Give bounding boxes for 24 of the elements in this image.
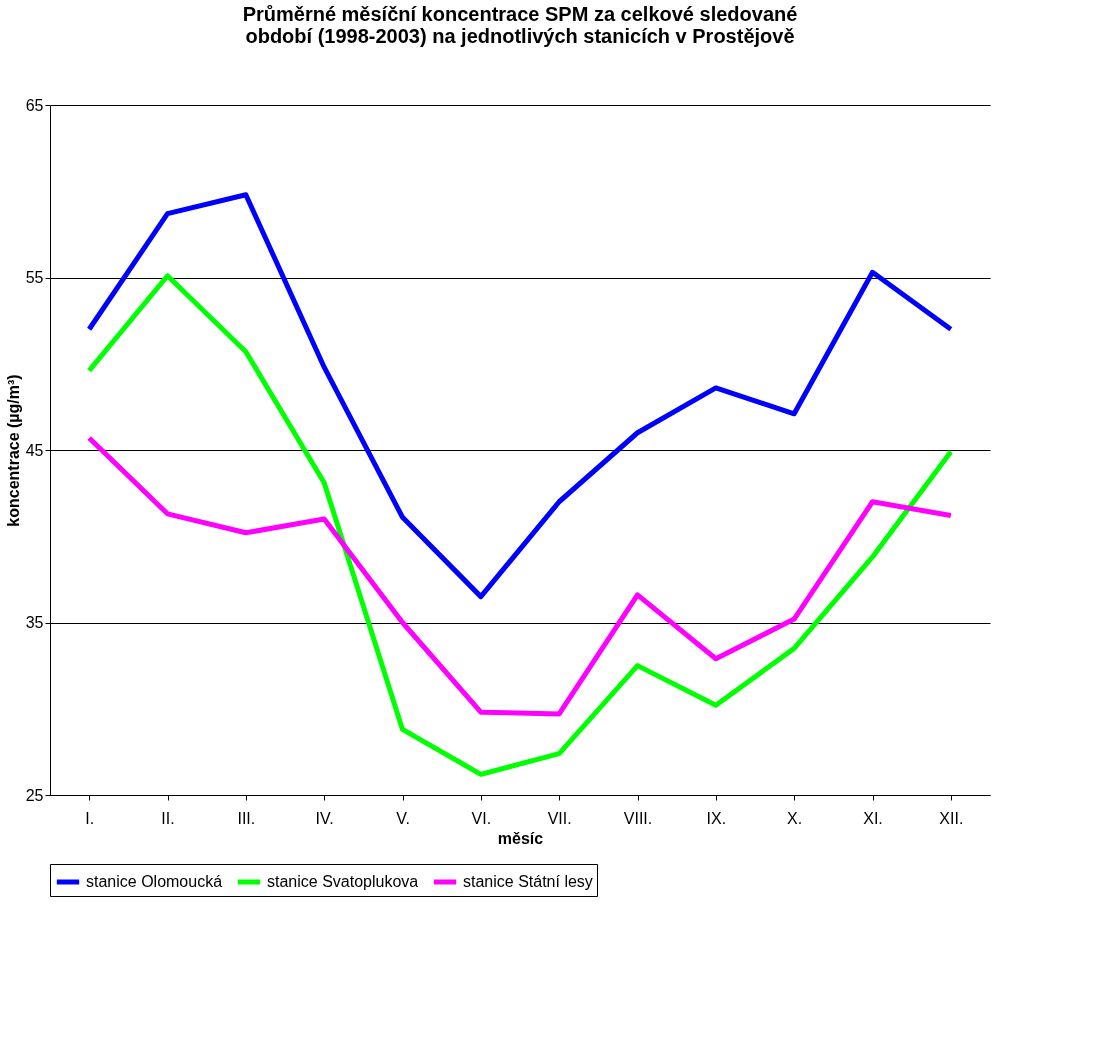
text: Průměrné měsíční koncentrace SPM za celkové sledované bbox=[242, 3, 798, 25]
y-tick-label: 65 bbox=[25, 96, 44, 114]
x-tick-label: I. bbox=[85, 809, 95, 827]
y-tick-label: 35 bbox=[25, 614, 44, 631]
x-axis-title: měsíc bbox=[497, 829, 544, 847]
x-tick-label: V. bbox=[396, 809, 410, 827]
x-tick-label: VIII. bbox=[623, 809, 653, 827]
x-tick-label: VI. bbox=[471, 809, 492, 827]
legend-label: stanice Státní lesy bbox=[463, 873, 593, 890]
x-tick-label: III. bbox=[237, 809, 256, 827]
x-tick-label: XI. bbox=[863, 809, 883, 827]
x-tick-label: IX. bbox=[706, 809, 727, 827]
legend-label: stanice Olomoucká bbox=[86, 873, 223, 890]
text: období (1998-2003) na jednotlivých stanicích v Prostějově bbox=[245, 25, 795, 47]
legend-label: stanice Svatoplukova bbox=[267, 873, 419, 890]
y-axis-title: koncentrace (µg/m³) bbox=[4, 374, 22, 527]
y-tick-label: 45 bbox=[25, 441, 44, 459]
y-tick-label: 55 bbox=[25, 269, 44, 286]
x-tick-label: VII. bbox=[547, 809, 572, 827]
x-tick-label: X. bbox=[787, 809, 803, 827]
x-tick-label: XII. bbox=[939, 809, 964, 827]
y-tick-label: 25 bbox=[25, 786, 44, 804]
x-tick-label: IV. bbox=[315, 809, 334, 827]
x-tick-label: II. bbox=[161, 809, 175, 827]
